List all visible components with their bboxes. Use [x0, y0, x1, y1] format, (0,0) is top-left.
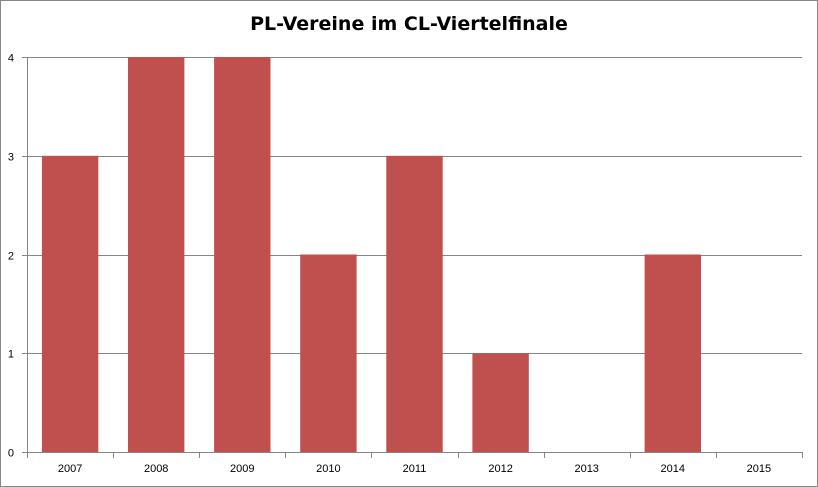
- x-tick-label: 2009: [230, 463, 254, 475]
- bar-2010: [300, 254, 357, 452]
- x-tick-label: 2014: [661, 463, 685, 475]
- bars: [41, 57, 701, 453]
- y-tick-label: 4: [8, 53, 14, 65]
- x-tick-label: 2012: [488, 463, 512, 475]
- bar-2012: [472, 353, 529, 453]
- x-tick-label: 2013: [574, 463, 598, 475]
- tick-labels: 0 1 2 3 4 2007 2008 2009 2010 2011 2012 2013 2014 201…: [8, 53, 771, 476]
- y-tick-label: 0: [8, 448, 14, 460]
- y-tick-label: 2: [8, 251, 14, 263]
- bar-2008: [128, 57, 185, 452]
- bar-2009: [214, 57, 271, 452]
- x-tick-label: 2011: [403, 463, 427, 475]
- bar-2011: [386, 155, 443, 453]
- x-tick-label: 2010: [316, 463, 340, 475]
- axes: [22, 57, 803, 458]
- chart-title: PL-Vereine im CL-Viertelfinale: [250, 13, 568, 35]
- bar-2007: [41, 155, 99, 453]
- x-tick-label: 2008: [144, 463, 168, 475]
- y-tick-label: 1: [8, 349, 14, 361]
- x-tick-label: 2007: [58, 463, 82, 475]
- x-tick-label: 2015: [747, 463, 771, 475]
- bar-2014: [644, 254, 701, 452]
- y-tick-label: 3: [8, 152, 14, 164]
